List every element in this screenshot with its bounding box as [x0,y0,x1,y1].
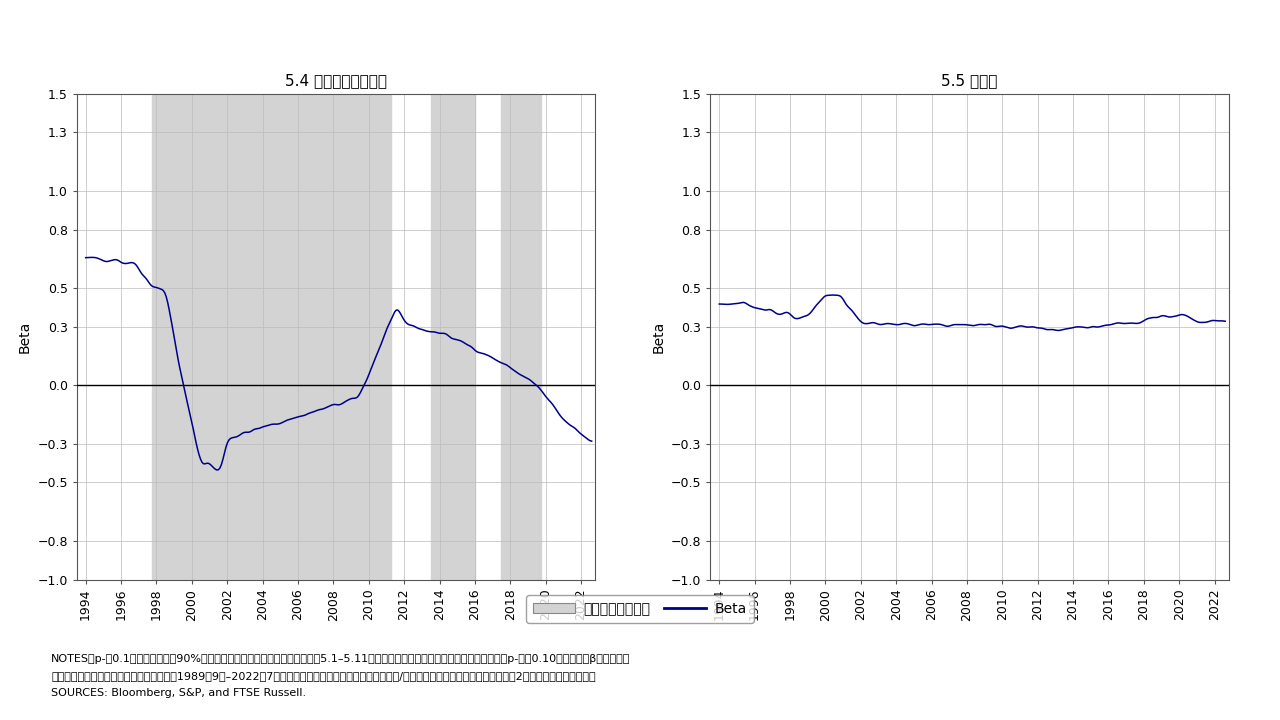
Text: SOURCES: Bloomberg, S&P, and FTSE Russell.: SOURCES: Bloomberg, S&P, and FTSE Russel… [51,688,306,698]
Text: NOTES：p-値0.1以下は信頼区閖90%以上で有意であることを示します。グラ5.1–5.11における有意性の低い期間（グレーの部分）はp-値が0.10超であ: NOTES：p-値0.1以下は信頼区閖90%以上で有意であることを示します。グラ… [51,654,631,664]
Title: 5.4 情報テクノロジー: 5.4 情報テクノロジー [285,73,387,89]
Bar [502,94,541,580]
Bar [430,94,475,580]
Bar [152,94,390,580]
Text: 有意性が低いことを示します。分析期間は1989年9月–2022年7月。入手可能なデータで計測。シクリカル/ディフェンシブのセクター分類は図表2のルールに基づきま: 有意性が低いことを示します。分析期間は1989年9月–2022年7月。入手可能な… [51,671,595,681]
Legend: 有意性の低い期間, Beta: 有意性の低い期間, Beta [526,595,754,623]
Y-axis label: Beta: Beta [652,320,666,353]
Y-axis label: Beta: Beta [18,320,32,353]
Title: 5.5 資本財: 5.5 資本財 [941,73,998,89]
